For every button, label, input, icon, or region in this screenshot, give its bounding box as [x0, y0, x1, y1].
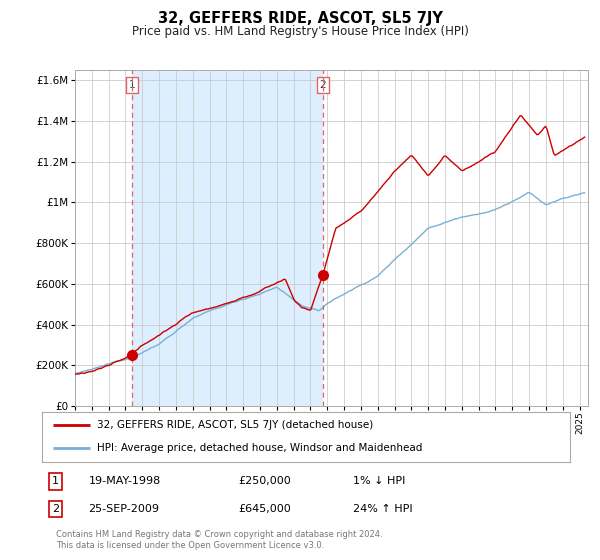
- Text: 1% ↓ HPI: 1% ↓ HPI: [353, 477, 406, 487]
- Text: 2: 2: [319, 80, 326, 90]
- Text: 1: 1: [128, 80, 135, 90]
- Text: 32, GEFFERS RIDE, ASCOT, SL5 7JY: 32, GEFFERS RIDE, ASCOT, SL5 7JY: [158, 11, 442, 26]
- Text: 1: 1: [52, 477, 59, 487]
- Text: Price paid vs. HM Land Registry's House Price Index (HPI): Price paid vs. HM Land Registry's House …: [131, 25, 469, 38]
- Text: £250,000: £250,000: [239, 477, 292, 487]
- Text: Contains HM Land Registry data © Crown copyright and database right 2024.
This d: Contains HM Land Registry data © Crown c…: [56, 530, 382, 550]
- Text: 32, GEFFERS RIDE, ASCOT, SL5 7JY (detached house): 32, GEFFERS RIDE, ASCOT, SL5 7JY (detach…: [97, 419, 374, 430]
- Text: HPI: Average price, detached house, Windsor and Maidenhead: HPI: Average price, detached house, Wind…: [97, 443, 423, 453]
- Bar: [132, 70, 323, 406]
- Text: 19-MAY-1998: 19-MAY-1998: [88, 477, 161, 487]
- Text: 25-SEP-2009: 25-SEP-2009: [88, 504, 160, 514]
- Text: 24% ↑ HPI: 24% ↑ HPI: [353, 504, 413, 514]
- Text: 2: 2: [52, 504, 59, 514]
- Text: £645,000: £645,000: [239, 504, 292, 514]
